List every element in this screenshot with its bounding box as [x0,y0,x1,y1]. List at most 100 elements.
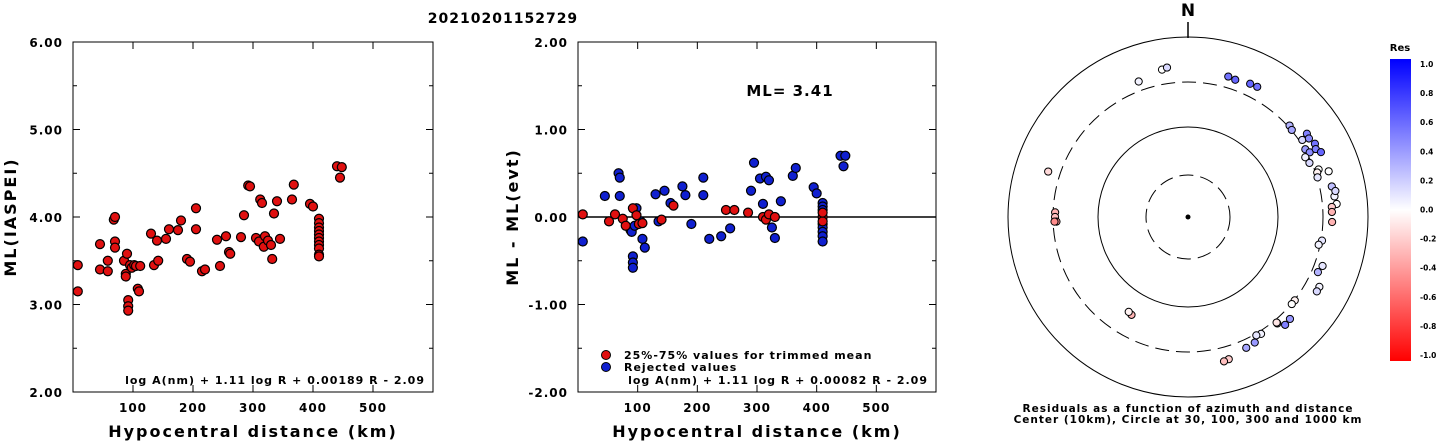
x-tick-label: 200 [683,401,711,415]
x-tick-label: 300 [743,401,771,415]
station-residual-point [1316,148,1326,157]
station-residual-point [1281,320,1290,329]
used-point [769,211,781,223]
y-tick-labels-1: 6.00 5.00 4.00 3.00 2.00 [29,36,63,400]
y-tick-label: 3.00 [29,299,63,313]
y-tick-label: 2.00 [29,386,63,400]
formula-2: log A(nm) + 1.11 log R + 0.00082 R - 2.0… [628,374,928,387]
x-tick-label: 100 [624,401,652,415]
rejected-point [757,198,769,209]
data-point [72,286,83,297]
station-residual-point [1331,186,1340,196]
colorbar-tick-label: -1.0 [1420,351,1436,360]
x-tick-label: 200 [179,401,207,415]
station-residual-point [1318,261,1327,271]
used-point [817,207,828,218]
ml-label: ML= 3.41 [746,82,833,100]
x-axis-label-1: Hypocentral distance (km) [108,422,398,441]
x-tick-label: 100 [119,401,147,415]
data-point [313,251,325,262]
y-axis-label-2: ML - ML(evt) [503,148,522,286]
station-residual-point [1324,167,1333,176]
data-point [268,208,280,219]
y-tick-label: -1.00 [528,299,568,313]
rejected-point [680,190,691,201]
rejected-point [659,185,670,196]
rejected-point [769,232,781,244]
data-point [190,224,202,235]
colorbar-tick-label: 0.6 [1420,118,1433,127]
data-point [211,234,223,245]
rejected-point [725,223,736,234]
rejected-point [639,242,650,253]
station-residual-point [1242,343,1251,352]
station-residual-point [1224,72,1233,81]
used-point [656,214,667,225]
used-point [603,216,615,227]
station-residual-point [1285,314,1295,324]
y-tick-label: 0.00 [534,211,568,225]
station-residual-point [1124,307,1133,316]
used-point [668,200,679,211]
data-point [267,253,278,265]
rejected-point [614,172,625,183]
station-residual-point [1298,135,1307,145]
rejected-point [763,175,775,186]
data-point [102,255,113,266]
data-point [265,239,277,251]
colorbar-tick-label: -0.6 [1420,293,1436,302]
colorbar-tick-label: 0.8 [1420,89,1433,98]
station-residuals [1044,63,1341,366]
data-point [288,179,299,190]
data-point [271,196,283,207]
used-point [817,216,828,227]
rejected-point [599,190,610,202]
used-point [720,204,732,216]
station-residual-point [1252,331,1261,340]
station-residual-point [1314,240,1323,249]
rejected-point [775,196,786,207]
x-tick-label: 300 [239,401,267,415]
colorbar-tick-label: -0.2 [1420,235,1436,244]
rejected-point [650,189,661,200]
data-point [72,260,83,271]
colorbar-tick-label: -0.4 [1420,264,1436,273]
data-point [102,266,113,277]
legend: 25%-75% values for trimmed mean Rejected… [601,349,871,374]
data-point [238,210,250,221]
data-point [121,248,133,259]
x-tick-label: 400 [803,401,831,415]
station-residual-point [1219,357,1229,366]
figure-title: 20210201152729 [428,11,578,27]
station-residual-point [1305,158,1314,168]
y-tick-labels-2: 2.00 1.00 0.00 -1.00 -2.00 [528,36,568,400]
data-point [235,232,247,243]
data-point [172,225,184,236]
data-point [334,172,346,183]
data-point [94,239,106,250]
data-point [120,271,131,282]
rejected-point [766,222,778,233]
station-residual-point [1162,63,1172,72]
colorbar-tick-label: 1.0 [1420,60,1433,69]
y-tick-label: -2.00 [528,386,568,400]
rejected-point [840,150,851,161]
y-tick-label: 6.00 [29,36,63,50]
x-axis-label-2: Hypocentral distance (km) [612,422,902,441]
rejected-point [577,236,588,247]
y-tick-label: 4.00 [29,211,63,225]
rejected-point [838,161,849,172]
station-residual-point [1253,82,1262,91]
rejected-point [817,236,828,247]
legend-rejected-marker [601,362,611,372]
rejected-point [677,181,688,192]
map-caption-1: Residuals as a function of azimuth and d… [1023,403,1354,415]
data-point [256,197,268,209]
data-point [184,256,196,267]
rejected-point [811,188,822,199]
data-point [153,255,164,266]
panel-ml-residual: 2.00 1.00 0.00 -1.00 -2.00 100 200 300 400 500 M… [503,36,937,441]
data-point [199,264,211,275]
station-residual-point [1287,125,1296,135]
rejected-point [627,262,638,273]
